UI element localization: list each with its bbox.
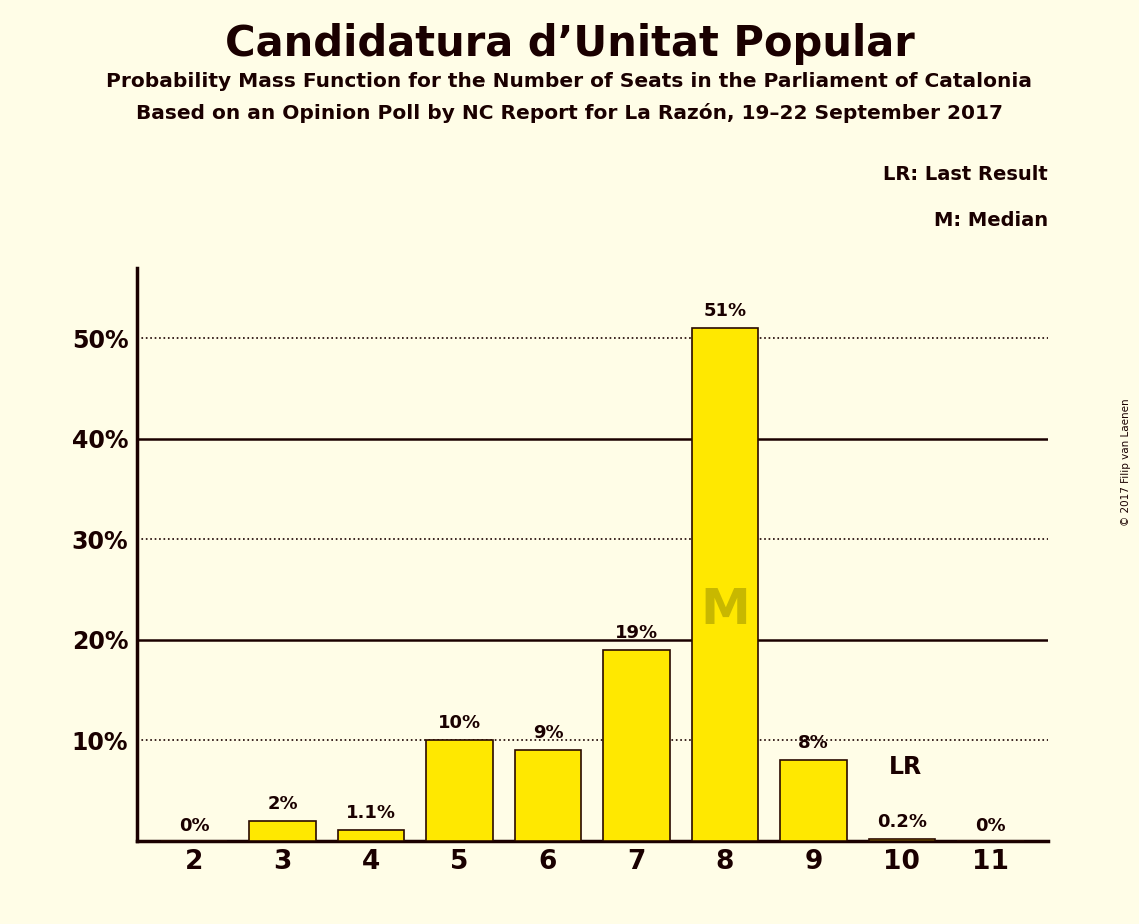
Text: 2%: 2% xyxy=(268,795,298,813)
Text: 19%: 19% xyxy=(615,624,658,642)
Bar xyxy=(515,750,581,841)
Bar xyxy=(780,760,846,841)
Text: © 2017 Filip van Laenen: © 2017 Filip van Laenen xyxy=(1121,398,1131,526)
Bar xyxy=(249,821,316,841)
Text: 0%: 0% xyxy=(975,817,1006,834)
Bar xyxy=(604,650,670,841)
Text: 9%: 9% xyxy=(533,724,564,742)
Text: Candidatura d’Unitat Popular: Candidatura d’Unitat Popular xyxy=(224,23,915,65)
Text: 8%: 8% xyxy=(798,735,829,752)
Bar xyxy=(426,740,493,841)
Text: 1.1%: 1.1% xyxy=(346,804,396,821)
Text: LR: LR xyxy=(888,756,921,780)
Bar xyxy=(869,839,935,841)
Text: Based on an Opinion Poll by NC Report for La Razón, 19–22 September 2017: Based on an Opinion Poll by NC Report fo… xyxy=(136,103,1003,124)
Text: Probability Mass Function for the Number of Seats in the Parliament of Catalonia: Probability Mass Function for the Number… xyxy=(107,72,1032,91)
Text: 0.2%: 0.2% xyxy=(877,813,927,831)
Text: 51%: 51% xyxy=(704,302,746,321)
Bar xyxy=(338,830,404,841)
Text: M: M xyxy=(700,586,749,634)
Text: M: Median: M: Median xyxy=(934,211,1048,230)
Text: 10%: 10% xyxy=(439,714,481,733)
Bar xyxy=(691,328,759,841)
Text: 0%: 0% xyxy=(179,817,210,834)
Text: LR: Last Result: LR: Last Result xyxy=(883,164,1048,184)
